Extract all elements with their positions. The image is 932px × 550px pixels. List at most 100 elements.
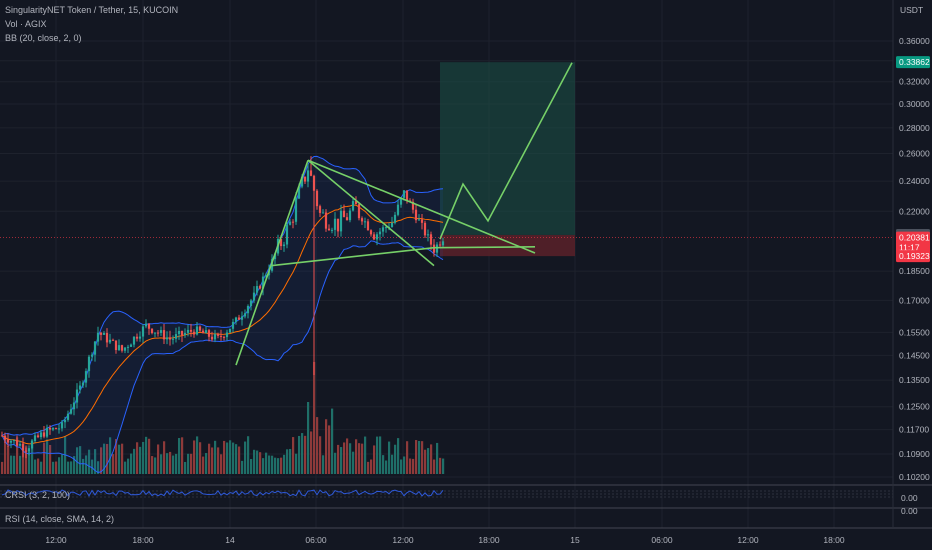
volume-bar [280, 457, 283, 474]
candle-body [234, 317, 238, 322]
time-tick-label: 12:00 [45, 535, 67, 545]
volume-bar [340, 447, 343, 474]
candle-body [189, 329, 193, 332]
volume-bar [58, 457, 61, 474]
volume-bar [244, 441, 247, 474]
volume-bar [364, 436, 367, 474]
candle-body [432, 244, 436, 253]
time-tick-label: 14 [225, 535, 235, 545]
candle-body [357, 204, 361, 219]
trendline-lower[interactable] [271, 246, 435, 267]
bb-fill [2, 156, 443, 473]
candle-body [102, 333, 106, 335]
candle-body [393, 214, 397, 223]
volume-bar [151, 456, 154, 474]
candle-body [390, 222, 394, 227]
trendline-upper[interactable] [307, 159, 435, 267]
candle-body [252, 292, 256, 301]
bollinger-bands [1, 155, 444, 473]
volume-bar [415, 440, 418, 474]
volume-bar [307, 401, 310, 474]
candle-body [15, 440, 19, 446]
volume-bar [139, 446, 142, 474]
time-axis[interactable]: 12:00 18:00 14 06:00 12:00 18:00 15 06:00 12:00 1… [45, 535, 845, 545]
price-axis[interactable]: USDT0.360000.340000.320000.300000.280000… [892, 0, 930, 528]
volume-bar [343, 442, 346, 474]
candle-body [375, 234, 379, 240]
candle-body [360, 218, 364, 222]
volume-bar [295, 453, 298, 474]
volume-bar [304, 435, 307, 474]
volume-bar [265, 452, 268, 474]
crsi-legend[interactable]: CRSI (3, 2, 100) [5, 490, 71, 500]
volume-bar [169, 451, 172, 474]
volume-bar [25, 445, 28, 474]
candle-body [99, 332, 103, 335]
candle-body [261, 276, 265, 289]
candle-body [417, 219, 421, 221]
candle-body [42, 432, 46, 437]
volume-bar [154, 457, 157, 474]
volume-bar [103, 443, 106, 474]
rsi-legend[interactable]: RSI (14, close, SMA, 14, 2) [5, 514, 115, 524]
volume-bar [319, 436, 322, 474]
volume-bar [367, 461, 370, 474]
price-axis-unit: USDT [900, 5, 923, 15]
candle-body [12, 440, 16, 442]
trendline-lower-extended[interactable] [433, 246, 536, 249]
candle-body [318, 206, 322, 213]
candle-body [339, 210, 343, 232]
volume-bar [4, 436, 7, 474]
indicator-panes [0, 484, 932, 529]
candle-body [225, 332, 229, 338]
candle-body [141, 326, 145, 337]
volume-legend[interactable]: Vol · AGIX [5, 19, 47, 29]
candle-body [123, 347, 127, 351]
candle-body [351, 201, 355, 211]
volume-bar [382, 455, 385, 474]
time-tick-label: 18:00 [132, 535, 154, 545]
candle-body [354, 201, 358, 205]
price-tick-label: 0.18500 [899, 266, 930, 276]
candle-body [381, 227, 385, 232]
candle-body [441, 241, 445, 246]
volume-bar [385, 460, 388, 474]
volume-bar [61, 454, 64, 474]
candle-body [27, 448, 31, 452]
candle-body [60, 422, 64, 429]
candle-body [429, 234, 433, 245]
price-tick-label: 0.15500 [899, 327, 930, 337]
trendline-upper-extended[interactable] [307, 159, 536, 254]
candle-body [105, 333, 109, 343]
candle-body [78, 385, 82, 390]
stop-zone [440, 234, 575, 257]
volume-bar [439, 457, 442, 474]
candle-body [237, 317, 241, 320]
volume-bar [73, 456, 76, 474]
trendline-drawings[interactable] [235, 62, 573, 366]
projection-path[interactable] [439, 62, 573, 240]
volume-bar [220, 454, 223, 474]
price-tick-label: 0.28000 [899, 123, 930, 133]
bb-legend[interactable]: BB (20, close, 2, 0) [5, 33, 82, 43]
volume-bar [391, 454, 394, 474]
candle-body [150, 328, 154, 334]
volume-bar [316, 417, 319, 474]
candle-body [168, 337, 172, 340]
symbol-legend[interactable]: SingularityNET Token / Tether, 15, KUCOI… [5, 5, 179, 15]
time-tick-label: 18:00 [478, 535, 500, 545]
candle-body [126, 346, 130, 348]
trendline-left-leg[interactable] [235, 159, 309, 366]
candle-body [132, 336, 136, 345]
volume-bar [424, 449, 427, 474]
volume-bar [76, 447, 79, 474]
volume-bar [409, 458, 412, 474]
price-tick-label: 0.36000 [899, 36, 930, 46]
candle-body [321, 212, 325, 214]
candle-body [147, 323, 151, 329]
price-tick-label: 0.10200 [899, 472, 930, 482]
candle-body [300, 176, 304, 187]
candle-body [18, 444, 22, 446]
